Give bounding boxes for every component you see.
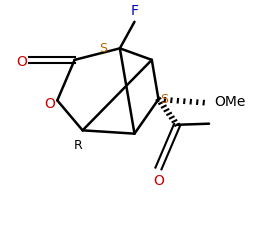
Text: S: S (161, 93, 169, 106)
Text: O: O (44, 97, 55, 111)
Text: O: O (153, 173, 164, 188)
Text: F: F (130, 5, 139, 18)
Text: O: O (16, 55, 27, 69)
Text: R: R (74, 139, 83, 152)
Text: S: S (99, 42, 107, 55)
Text: OMe: OMe (214, 94, 246, 109)
